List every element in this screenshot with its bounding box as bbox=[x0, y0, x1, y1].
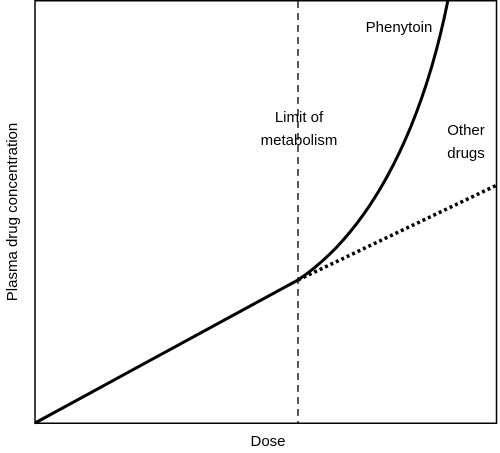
limit-label: metabolism bbox=[261, 132, 338, 149]
phenytoin-curve bbox=[297, 0, 450, 282]
phenytoin-label: Phenytoin bbox=[366, 19, 433, 36]
linear-segment bbox=[34, 278, 299, 425]
x-axis-label: Dose bbox=[250, 433, 285, 450]
other-drugs-label: drugs bbox=[447, 145, 485, 162]
plot-frame bbox=[34, 0, 498, 424]
y-axis-label: Plasma drug concentration bbox=[4, 123, 21, 301]
other-drugs-label: Other bbox=[447, 122, 485, 139]
other-drugs-line bbox=[297, 183, 498, 282]
limit-label: Limit of bbox=[275, 109, 324, 126]
